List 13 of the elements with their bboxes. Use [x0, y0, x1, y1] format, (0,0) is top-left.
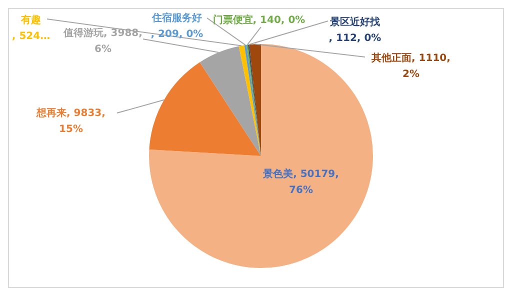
slice-label: 住宿服务好 [151, 12, 202, 24]
pie-slice [149, 44, 373, 268]
pie-slice [238, 45, 261, 156]
pie-slice [149, 62, 261, 156]
data-label: , 112, 0% [328, 33, 382, 44]
slice-label: 门票便宜, 140, 0% [212, 14, 306, 26]
data-label: , 524… [12, 31, 50, 42]
slice-label: 景色美, 50179, 76% [262, 168, 339, 196]
slice-label: 有趣 [20, 14, 41, 26]
slice-label: 景区近好找 [329, 16, 380, 28]
slice-label: 其他正面, 1110, 2% [370, 52, 450, 80]
slice-label: 想再来, 9833, 15% [36, 107, 106, 135]
data-label: , 209, 0% [150, 29, 204, 40]
